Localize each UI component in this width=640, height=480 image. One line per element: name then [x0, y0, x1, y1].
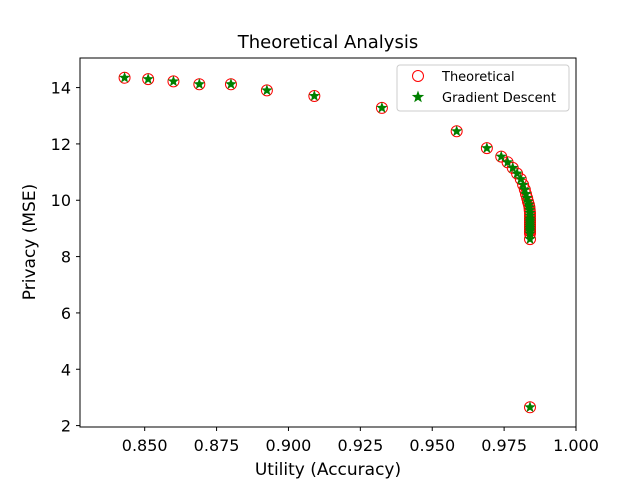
gradient-descent-point [515, 173, 527, 184]
gradient-descent-point [142, 73, 154, 84]
x-axis-label: Utility (Accuracy) [255, 460, 401, 480]
x-tick-label: 0.975 [481, 436, 527, 455]
y-tick-label: 6 [61, 304, 71, 323]
y-tick-label: 12 [51, 135, 71, 154]
gradient-descent-point [501, 156, 514, 168]
gradient-descent-point [524, 233, 536, 244]
gradient-descent-point [520, 188, 532, 199]
gradient-descent-point [261, 84, 273, 96]
x-tick-label: 0.875 [194, 436, 240, 455]
x-tick-label: 0.900 [266, 436, 312, 455]
y-tick-label: 10 [51, 191, 71, 210]
gradient-descent-point [308, 90, 321, 101]
gradient-descent-point [376, 101, 388, 113]
y-tick-label: 14 [51, 79, 71, 98]
gradient-descent-point [450, 125, 463, 137]
gradient-descent-point [507, 161, 519, 173]
gradient-descent-point [524, 401, 536, 413]
gradient-descent-point [495, 150, 507, 162]
chart-title: Theoretical Analysis [237, 32, 418, 53]
y-tick-label: 2 [61, 417, 71, 436]
plot-frame [79, 57, 577, 428]
legend: Theoretical Gradient Descent [396, 64, 570, 112]
gradient-descent-point [118, 71, 131, 83]
gradient-descent-point [521, 191, 533, 203]
x-tick-label: 1.000 [553, 436, 599, 455]
gradient-descent-point [193, 78, 206, 90]
legend-label-theoretical: Theoretical [441, 70, 515, 85]
gradient-descent-point [511, 167, 523, 179]
legend-circle-marker [412, 70, 424, 82]
y-tick-label: 8 [61, 248, 71, 267]
legend-label-gradient-descent: Gradient Descent [442, 91, 556, 106]
legend-box [396, 64, 570, 112]
y-axis-label: Privacy (MSE) [20, 184, 40, 300]
x-tick-label: 0.850 [122, 436, 168, 455]
plot-area [118, 71, 536, 414]
x-tick-label: 0.950 [409, 436, 455, 455]
gradient-descent-point [167, 75, 180, 87]
x-tick-label: 0.925 [337, 436, 383, 455]
legend-star-marker [411, 90, 425, 103]
gradient-descent-point [481, 142, 493, 153]
gradient-descent-point [519, 183, 531, 195]
gradient-descent-point [517, 178, 529, 190]
gradient-descent-point [225, 78, 237, 90]
gradient-descent-point [524, 227, 536, 239]
y-tick-label: 4 [61, 360, 71, 379]
